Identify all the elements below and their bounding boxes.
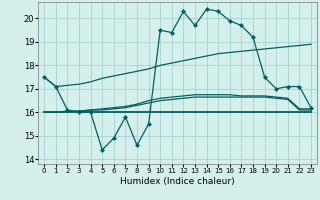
X-axis label: Humidex (Indice chaleur): Humidex (Indice chaleur) [120, 177, 235, 186]
